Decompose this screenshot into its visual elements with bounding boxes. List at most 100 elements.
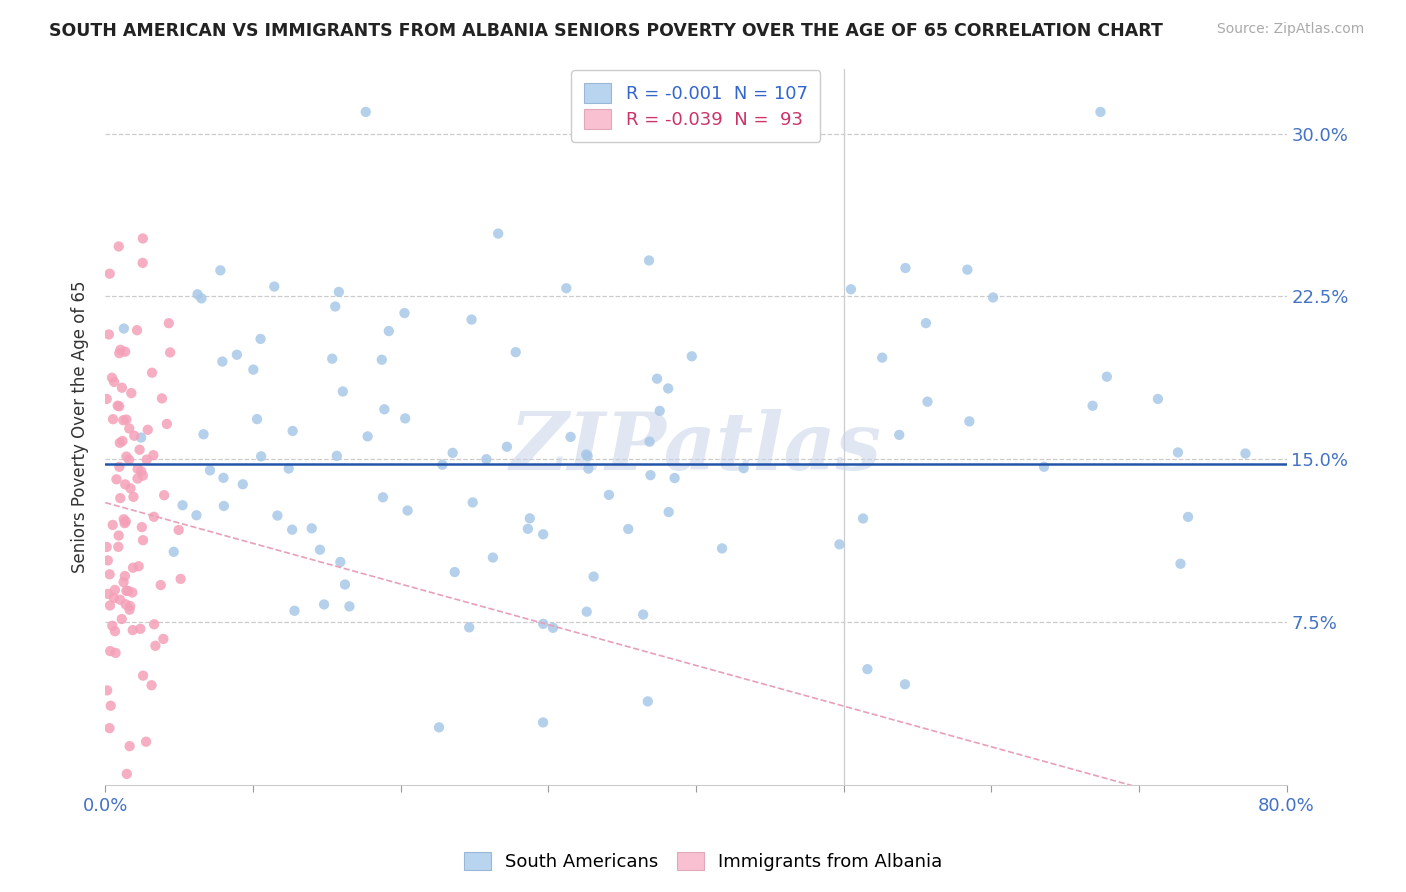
Point bbox=[432, 458, 454, 472]
Point bbox=[326, 449, 349, 463]
Point bbox=[209, 263, 232, 277]
Text: ZIPatlas: ZIPatlas bbox=[510, 409, 882, 487]
Point bbox=[1170, 557, 1192, 571]
Point bbox=[645, 372, 668, 386]
Point bbox=[131, 520, 153, 534]
Point bbox=[328, 285, 350, 299]
Point bbox=[541, 621, 564, 635]
Point bbox=[100, 698, 122, 713]
Point bbox=[212, 499, 235, 513]
Point bbox=[107, 540, 129, 554]
Point bbox=[114, 344, 136, 359]
Point bbox=[441, 446, 464, 460]
Point bbox=[828, 537, 851, 551]
Point bbox=[120, 599, 142, 614]
Point bbox=[121, 623, 143, 637]
Point bbox=[373, 402, 395, 417]
Point bbox=[143, 617, 166, 632]
Point bbox=[281, 424, 304, 438]
Point bbox=[631, 607, 654, 622]
Point bbox=[301, 521, 323, 535]
Point bbox=[97, 587, 120, 601]
Point bbox=[640, 468, 662, 483]
Point bbox=[114, 597, 136, 611]
Point bbox=[97, 553, 120, 567]
Point bbox=[149, 578, 172, 592]
Point bbox=[129, 431, 152, 445]
Point bbox=[582, 569, 605, 583]
Point bbox=[112, 321, 135, 335]
Point bbox=[193, 427, 215, 442]
Point bbox=[378, 324, 401, 338]
Point bbox=[125, 323, 148, 337]
Point bbox=[114, 516, 136, 531]
Point bbox=[638, 253, 661, 268]
Point bbox=[101, 518, 124, 533]
Point bbox=[167, 523, 190, 537]
Point bbox=[894, 677, 917, 691]
Point bbox=[150, 392, 173, 406]
Point bbox=[111, 434, 134, 448]
Point bbox=[681, 349, 703, 363]
Point bbox=[263, 279, 285, 293]
Point bbox=[105, 472, 128, 486]
Point bbox=[107, 239, 129, 253]
Point bbox=[917, 394, 939, 409]
Point bbox=[141, 678, 163, 692]
Point bbox=[101, 370, 124, 384]
Point bbox=[115, 583, 138, 598]
Point bbox=[321, 351, 343, 366]
Point bbox=[103, 375, 125, 389]
Point bbox=[152, 632, 174, 646]
Point bbox=[657, 381, 679, 395]
Point bbox=[115, 412, 138, 426]
Point bbox=[648, 404, 671, 418]
Point bbox=[110, 491, 132, 505]
Point bbox=[114, 569, 136, 583]
Point bbox=[115, 767, 138, 781]
Point bbox=[852, 511, 875, 525]
Point bbox=[96, 683, 118, 698]
Point bbox=[617, 522, 640, 536]
Text: SOUTH AMERICAN VS IMMIGRANTS FROM ALBANIA SENIORS POVERTY OVER THE AGE OF 65 COR: SOUTH AMERICAN VS IMMIGRANTS FROM ALBANI… bbox=[49, 22, 1163, 40]
Point bbox=[124, 429, 146, 443]
Point bbox=[98, 644, 121, 658]
Point bbox=[132, 468, 155, 483]
Point bbox=[172, 498, 194, 512]
Point bbox=[856, 662, 879, 676]
Point bbox=[96, 540, 118, 554]
Point bbox=[108, 459, 131, 474]
Point bbox=[281, 523, 304, 537]
Point bbox=[1147, 392, 1170, 406]
Point bbox=[329, 555, 352, 569]
Point bbox=[98, 567, 121, 582]
Point bbox=[246, 412, 269, 426]
Point bbox=[475, 452, 498, 467]
Point bbox=[101, 412, 124, 426]
Point bbox=[111, 612, 134, 626]
Point bbox=[443, 565, 465, 579]
Point bbox=[128, 559, 150, 574]
Point bbox=[309, 542, 332, 557]
Point bbox=[575, 448, 598, 462]
Point bbox=[555, 281, 578, 295]
Point bbox=[371, 491, 394, 505]
Point bbox=[114, 477, 136, 491]
Point bbox=[396, 503, 419, 517]
Point bbox=[312, 598, 335, 612]
Point bbox=[232, 477, 254, 491]
Point bbox=[266, 508, 288, 523]
Point bbox=[394, 306, 416, 320]
Point bbox=[212, 471, 235, 485]
Point bbox=[277, 461, 299, 475]
Point bbox=[733, 461, 755, 475]
Point bbox=[122, 490, 145, 504]
Point bbox=[461, 495, 484, 509]
Point bbox=[711, 541, 734, 556]
Point bbox=[108, 400, 131, 414]
Point bbox=[283, 604, 305, 618]
Point bbox=[159, 345, 181, 359]
Point bbox=[135, 452, 157, 467]
Point bbox=[198, 463, 221, 477]
Point bbox=[103, 591, 125, 605]
